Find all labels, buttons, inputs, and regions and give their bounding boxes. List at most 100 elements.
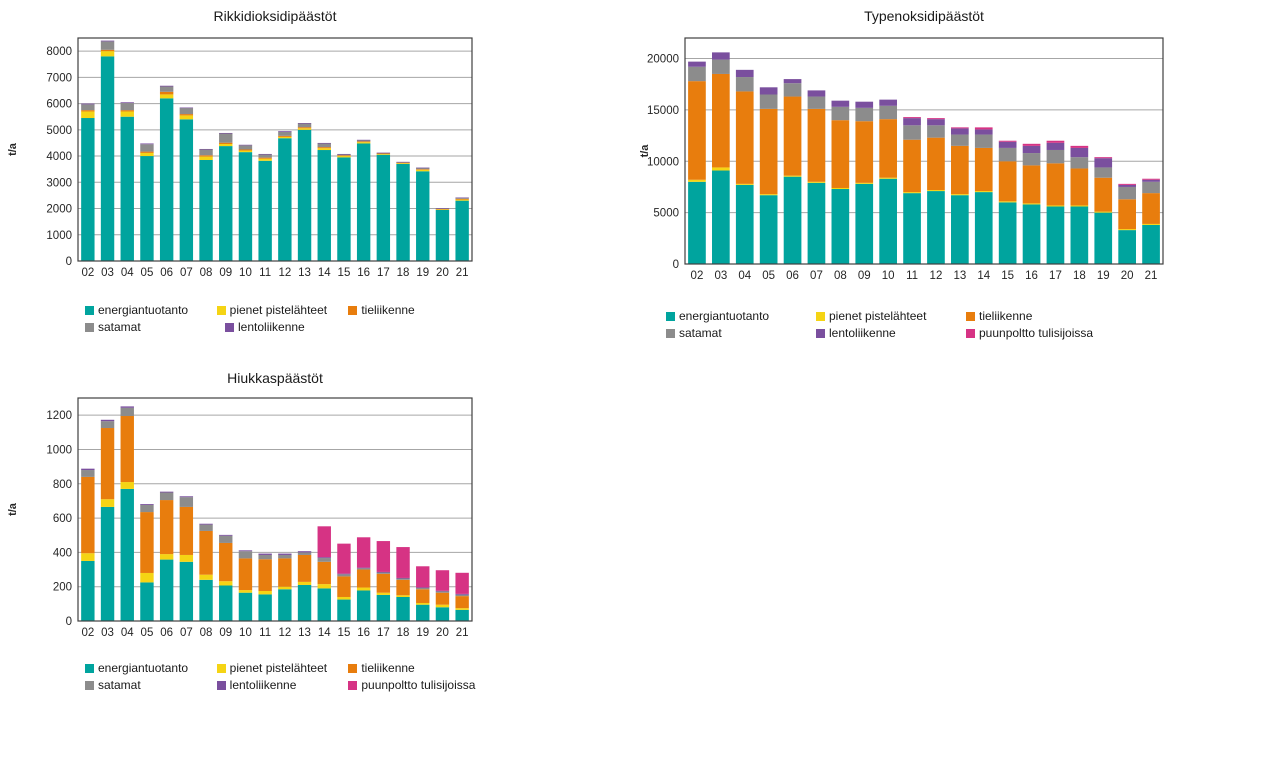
bar-segment (396, 163, 410, 261)
y-tick-label: 5000 (653, 208, 679, 220)
bar-segment (278, 554, 292, 559)
x-tick-label: 14 (977, 270, 990, 282)
bar-segment (278, 558, 292, 587)
bar-segment (688, 179, 706, 182)
legend-row: energiantuotanto pienet pistelähteet tieli… (85, 303, 480, 317)
bar-segment (278, 553, 292, 555)
bar-segment (199, 579, 213, 621)
bar-segment (356, 568, 371, 570)
bar-segment (258, 594, 272, 621)
bar-segment (974, 192, 993, 264)
y-tick-label: 200 (53, 582, 72, 594)
bar-segment (140, 582, 154, 621)
bar-segment (1118, 230, 1136, 264)
bar-segment (120, 110, 134, 112)
bar-segment (100, 49, 115, 52)
bar-segment (297, 584, 312, 621)
legend-item: energiantuotanto (85, 303, 217, 317)
legend-swatch (966, 311, 975, 321)
bar-segment (1022, 143, 1041, 146)
bar-segment (951, 134, 969, 146)
x-tick-label: 17 (377, 267, 390, 279)
bar-segment (140, 504, 154, 513)
bar-segment (297, 581, 312, 585)
bar-segment (376, 154, 391, 261)
bar-segment (179, 119, 194, 262)
bar-segment (297, 551, 312, 553)
bar-segment (159, 491, 174, 493)
x-tick-label: 13 (953, 270, 966, 282)
legend-row: energiantuotanto pienet pistelähteet tieli… (666, 309, 1178, 323)
bar-segment (356, 141, 371, 143)
bar-segment (238, 150, 253, 153)
x-tick-label: 05 (762, 270, 775, 282)
bar-segment (159, 554, 174, 560)
bar-segment (258, 553, 272, 555)
bar-segment (140, 144, 154, 152)
bar-segment (831, 189, 850, 264)
x-tick-label: 10 (239, 267, 252, 279)
bar-segment (455, 200, 469, 261)
legend-swatch (85, 680, 94, 690)
legend-item: pienet pistelähteet (216, 661, 349, 675)
bar-segment (376, 571, 391, 573)
bar-segment (159, 500, 174, 555)
x-tick-label: 10 (239, 627, 252, 639)
x-tick-label: 20 (436, 627, 449, 639)
bar-segment (238, 550, 253, 552)
bar-segment (179, 107, 194, 109)
y-tick-label: 400 (53, 547, 72, 559)
bar-segment (337, 154, 351, 156)
bar-segment (219, 132, 233, 134)
bar-segment (199, 155, 213, 157)
bar-segment (356, 590, 371, 621)
x-tick-label: 20 (436, 267, 449, 279)
bar-segment (688, 66, 706, 82)
chart-title: Hiukkaspäästöt (227, 370, 323, 386)
bar-segment (376, 594, 391, 621)
bar-segment (179, 115, 194, 120)
y-tick-label: 800 (53, 479, 72, 491)
bar-segment (903, 117, 921, 119)
bar-segment (435, 592, 450, 605)
bar-segment (759, 194, 778, 196)
chart-plot-area: 0 1000 2000 3000 4000 5000 6000 7000 8000 02 03 04 0… (7, 37, 473, 279)
legend-swatch (85, 663, 94, 673)
bar-segment (927, 118, 945, 120)
legend-item: tieliikenne (348, 661, 480, 675)
bar-segment (356, 139, 371, 141)
bar-segment (179, 497, 194, 507)
bar-segment (455, 198, 469, 200)
bar-segment (199, 574, 213, 580)
bar-segment (435, 208, 450, 210)
bar-segment (1118, 229, 1136, 231)
bar-segment (317, 148, 331, 151)
bar-segment (455, 608, 469, 610)
bar-segment (416, 171, 430, 261)
x-tick-label: 16 (357, 267, 370, 279)
bar-segment (258, 157, 272, 159)
bar-segment (951, 128, 969, 135)
legend-label: energiantuotanto (679, 309, 770, 323)
legend-swatch (216, 663, 226, 673)
chart-plot-area: 0 5000 10000 15000 20000 02 03 04 05 06 07 08 09 10 11… (639, 37, 1164, 282)
bar-segment (974, 134, 993, 148)
bar-segment (1022, 145, 1041, 154)
bar-segment (783, 176, 802, 264)
bar-segment (140, 152, 154, 157)
y-tick-label: 4000 (46, 151, 72, 163)
bar-segment (258, 559, 272, 591)
y-axis-label: t/a (639, 144, 651, 158)
bar-segment (219, 542, 233, 582)
bar-segment (455, 609, 469, 621)
x-tick-label: 10 (882, 270, 895, 282)
x-tick-label: 08 (200, 267, 213, 279)
bar-segment (1094, 167, 1113, 178)
chart-title: Typenoksidipäästöt (864, 8, 984, 24)
x-tick-label: 19 (1097, 270, 1110, 282)
bar-segment (1070, 157, 1089, 169)
bar-segment (297, 129, 312, 261)
chart-plot-area: 0 200 400 600 800 1000 1200 02 03 04 05 06 07 08 09 10 1… (7, 397, 473, 639)
bar-segment (396, 577, 410, 579)
x-tick-label: 04 (121, 267, 134, 279)
